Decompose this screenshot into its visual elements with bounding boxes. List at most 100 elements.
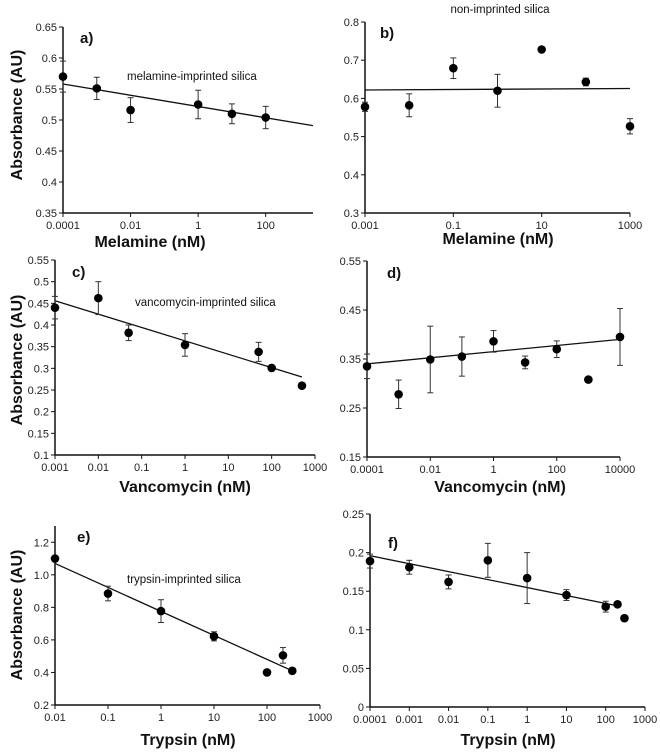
panel-label: d)	[387, 265, 401, 282]
data-point	[425, 355, 435, 364]
x-tick-label: 10	[222, 462, 234, 474]
data-point	[124, 328, 133, 338]
y-tick-label: 0.2	[349, 548, 364, 560]
y-tick-label: 0.4	[34, 320, 49, 332]
x-axis-label: Vancomycin (nM)	[119, 479, 251, 496]
x-tick-label: 1000	[303, 462, 327, 474]
y-axis-label: Absorbance (AU)	[9, 550, 26, 681]
x-tick-label: 0.01	[88, 462, 109, 474]
y-tick-label: 0.2	[34, 407, 49, 419]
data-point	[50, 303, 60, 312]
x-tick-label: 1	[524, 714, 530, 726]
panel-c: 0.001 0.01 0.1 1 10 100 1000 0.1 0.15 0.2 0.25 0.3 0…	[9, 255, 327, 496]
x-axis-label: Trypsin (nM)	[460, 732, 555, 749]
x-tick-label: 10	[560, 714, 572, 726]
panel-label: e)	[77, 529, 90, 546]
y-tick-label: 0.8	[344, 17, 359, 29]
x-tick-label: 1	[490, 464, 496, 476]
data-point	[457, 352, 467, 361]
y-tick-label: 0.7	[344, 55, 359, 67]
y-tick-label: 0.35	[28, 342, 49, 354]
data-point	[365, 556, 375, 566]
panel-a: 0.0001 0.01 1 100 0.35 0.4 0.45 0.5 0.55 0.6 0.65 a…	[9, 22, 314, 251]
y-tick-label: 0.35	[36, 208, 57, 220]
y-tick-label: 0.65	[36, 22, 57, 34]
data-point	[193, 100, 203, 109]
series-annotation: melamine-imprinted silica	[127, 71, 257, 83]
x-tick-label: 0.01	[420, 464, 441, 476]
y-tick-label: 0.25	[28, 385, 49, 397]
y-tick-label: 1.2	[34, 537, 49, 549]
x-axis-label: Melamine (nM)	[94, 234, 205, 251]
x-tick-label: 0.0001	[353, 714, 387, 726]
data-point	[537, 45, 546, 54]
x-tick-label: 1000	[308, 712, 332, 724]
x-axis-label: Melamine (nM)	[442, 231, 553, 248]
y-tick-label: 0.6	[42, 53, 57, 65]
x-axis-label: Vancomycin (nM)	[434, 479, 566, 496]
x-axis-label: Trypsin (nM)	[140, 732, 235, 749]
data-point	[50, 554, 60, 563]
panel-label: f)	[388, 535, 398, 552]
data-point	[278, 651, 288, 660]
data-point	[625, 121, 635, 131]
y-tick-label: 0.5	[42, 115, 57, 127]
x-tick-label: 1	[182, 462, 188, 474]
x-tick-label: 0.01	[438, 714, 459, 726]
data-point	[261, 113, 271, 122]
y-tick-label: 0.1	[349, 625, 364, 637]
y-tick-label: 0.8	[34, 602, 49, 614]
y-tick-label: 0.4	[42, 177, 57, 189]
y-tick-label: 0.55	[36, 84, 57, 96]
y-tick-label: 0.45	[28, 298, 49, 310]
y-tick-label: 0.3	[344, 208, 359, 220]
data-point	[449, 63, 458, 73]
x-tick-label: 0.001	[396, 714, 424, 726]
x-tick-label: 100	[548, 464, 566, 476]
y-tick-label: 0.15	[343, 586, 364, 598]
x-tick-label: 10000	[605, 464, 636, 476]
data-point	[362, 362, 372, 371]
data-point	[581, 77, 591, 87]
y-axis-label: Absorbance (AU)	[9, 295, 26, 426]
fit-line	[62, 83, 314, 127]
x-tick-label: 1000	[618, 220, 642, 232]
y-tick-label: 0.45	[340, 305, 361, 317]
x-tick-label: 1000	[633, 714, 657, 726]
y-tick-label: 0.5	[344, 132, 359, 144]
x-tick-label: 0.1	[100, 712, 115, 724]
x-tick-label: 0.1	[446, 220, 461, 232]
y-tick-label: 0.25	[343, 509, 364, 521]
data-point	[394, 389, 403, 399]
panel-f: 0.0001 0.001 0.01 0.1 1 10 100 1000 0 0.05 0.1 0.15…	[343, 509, 658, 749]
data-point	[297, 381, 307, 390]
x-tick-label: 0.001	[41, 462, 69, 474]
fit-line	[369, 555, 618, 607]
panel-b: 0.001 0.1 10 1000 0.3 0.4 0.5 0.6 0.7 0.8 b) non-im…	[344, 4, 643, 248]
data-point	[94, 293, 103, 303]
data-point	[180, 340, 190, 350]
data-point	[92, 84, 102, 93]
data-point	[287, 666, 297, 676]
data-point	[103, 589, 113, 598]
data-point	[493, 86, 502, 96]
data-point	[360, 102, 370, 112]
data-point	[613, 600, 622, 609]
data-point	[444, 577, 453, 587]
panel-title: non-imprinted silica	[450, 4, 550, 16]
data-point	[267, 363, 276, 373]
data-point	[156, 606, 166, 616]
data-point	[262, 668, 272, 677]
x-tick-label: 100	[258, 712, 276, 724]
data-point	[126, 105, 135, 115]
y-tick-label: 0.6	[344, 93, 359, 105]
x-tick-label: 100	[597, 714, 615, 726]
y-axis-label: Absorbance (AU)	[9, 50, 26, 181]
panel-e: 0.01 0.1 1 10 100 1000 0.2 0.4 0.6 0.8 1.0 1.2 e) try…	[9, 526, 332, 749]
data-point	[584, 375, 593, 384]
x-tick-label: 0.01	[44, 712, 65, 724]
data-point	[620, 613, 629, 623]
y-tick-label: 0.15	[340, 452, 361, 464]
